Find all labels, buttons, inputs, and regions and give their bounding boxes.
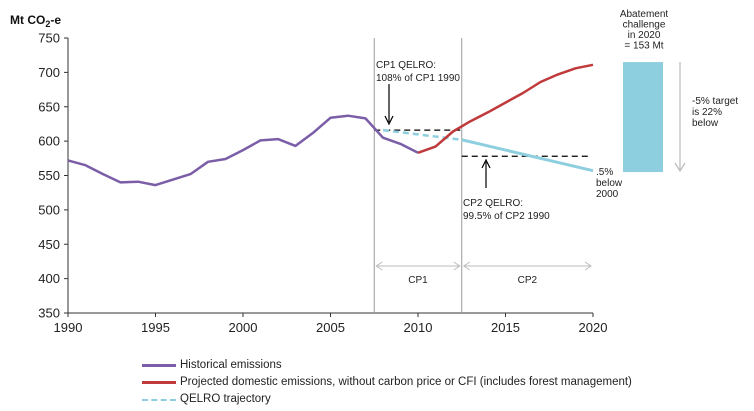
y-tick-label: 400 xyxy=(38,271,60,286)
abatement-label: Abatement xyxy=(620,9,669,20)
below-2000-label: below xyxy=(596,178,623,189)
chart-axes: 350 400 450 500 550 600 650 700 750 1990 1995 2000 2… xyxy=(10,13,607,335)
cp1-qelro-label: 108% of CP1 1990 xyxy=(376,73,460,84)
cp2-arrow-head xyxy=(481,158,491,169)
period-arrow-head-right xyxy=(453,261,461,271)
qelro-trajectory-dashed xyxy=(382,128,462,141)
period-arrow-head-right xyxy=(584,261,592,271)
target-label: below xyxy=(692,118,719,129)
period-label: CP2 xyxy=(518,275,538,286)
x-tick-label: 2020 xyxy=(579,320,608,335)
period-arrow-head-left xyxy=(375,261,383,271)
cp2-qelro-label: CP2 QELRO: xyxy=(463,198,523,209)
legend-swatch-projected xyxy=(142,381,176,384)
y-tick-label: 600 xyxy=(38,134,60,149)
target-label: is 22% xyxy=(692,107,722,118)
abatement-bar xyxy=(623,62,663,173)
y-tick-label: 500 xyxy=(38,202,60,217)
legend-swatch-qelro xyxy=(142,398,176,401)
period-arrow-head-left xyxy=(462,261,471,271)
period-guides: CP1 CP2 xyxy=(373,38,592,313)
cp1-qelro-label: CP1 QELRO: xyxy=(376,60,436,71)
y-tick-label: 700 xyxy=(38,65,60,80)
y-tick-label: 750 xyxy=(38,31,60,46)
x-tick-label: 1995 xyxy=(141,320,170,335)
legend-swatch-historical xyxy=(142,364,176,367)
emissions-chart: 350 400 450 500 550 600 650 700 750 1990 1995 2000 2… xyxy=(10,9,738,335)
y-axis-label: Mt CO2-e xyxy=(10,13,61,29)
y-tick-label: 550 xyxy=(38,168,60,183)
legend: Historical emissions Projected domestic … xyxy=(142,357,632,408)
period-label: CP1 xyxy=(408,275,428,286)
abatement-label: in 2020 xyxy=(628,30,661,41)
x-tick-label: 2005 xyxy=(316,320,345,335)
legend-item-historical: Historical emissions xyxy=(142,357,632,374)
projected-emissions-line xyxy=(417,63,594,154)
cp1-arrow-head xyxy=(384,115,394,126)
annotations: CP1 QELRO: 108% of CP1 1990 CP2 QELRO: 99.5… xyxy=(376,9,738,222)
target-label: -5% target xyxy=(692,96,738,107)
y-tick-label: 650 xyxy=(38,99,60,114)
legend-label-projected: Projected domestic emissions, without ca… xyxy=(180,376,632,388)
x-tick-label: 2000 xyxy=(229,320,258,335)
x-tick-label: 2010 xyxy=(404,320,433,335)
x-tick-label: 2015 xyxy=(491,320,520,335)
cp2-qelro-label: 99.5% of CP2 1990 xyxy=(463,211,550,222)
series-layer xyxy=(67,62,663,187)
abatement-label: challenge xyxy=(623,20,666,31)
legend-label-qelro: QELRO trajectory xyxy=(180,393,271,405)
legend-label-historical: Historical emissions xyxy=(180,359,282,371)
y-tick-label: 450 xyxy=(38,237,60,252)
target-arrow-head xyxy=(674,162,686,173)
y-tick-label: 350 xyxy=(38,306,60,321)
qelro-trajectory-line xyxy=(461,138,594,173)
x-tick-label: 1990 xyxy=(54,320,83,335)
abatement-label: = 153 Mt xyxy=(624,41,663,52)
historical-emissions-line xyxy=(67,114,419,187)
legend-item-projected: Projected domestic emissions, without ca… xyxy=(142,374,632,391)
below-2000-label: 2000 xyxy=(596,189,619,200)
below-2000-label: .5% xyxy=(596,167,613,178)
legend-item-qelro: QELRO trajectory xyxy=(142,391,632,408)
